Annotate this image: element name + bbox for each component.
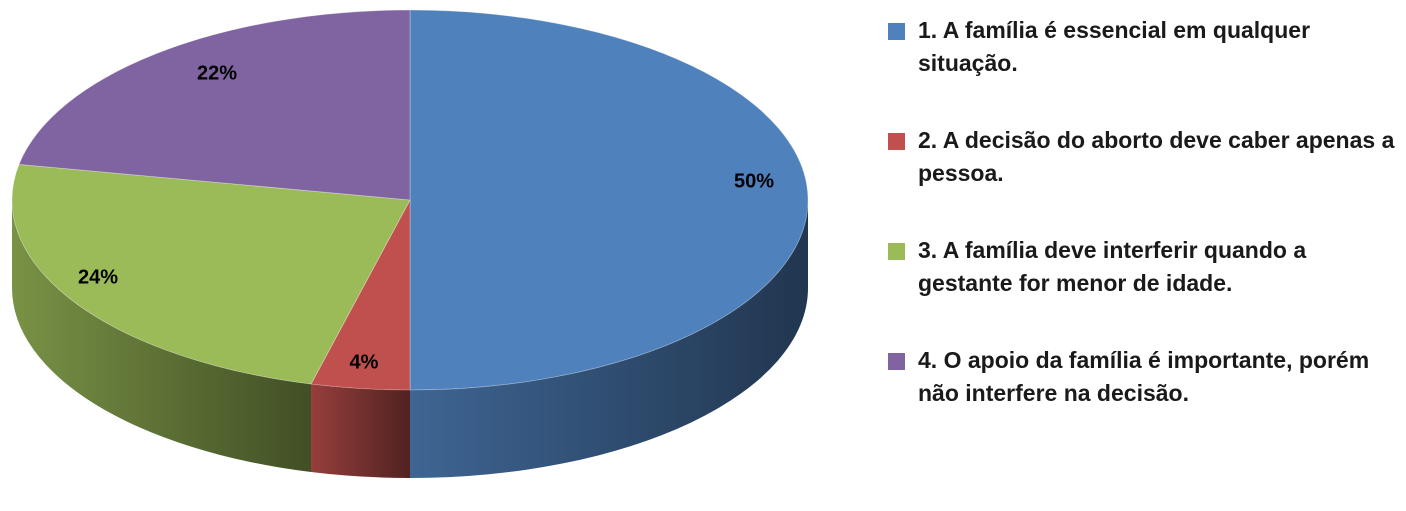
legend-label-support: 4. O apoio da família é importante, poré…: [918, 347, 1370, 406]
pie-slice-support: [18, 9, 411, 201]
pie-chart-svg: 50% 4% 24% 22%: [11, 9, 809, 478]
pie-data-labels: 50% 4% 24% 22%: [78, 62, 774, 373]
pie-side-decision: [311, 384, 410, 478]
legend-item-support: 4. O apoio da família é importante, poré…: [888, 344, 1398, 410]
data-label-essential: 50%: [734, 170, 774, 192]
legend-item-interfere: 3. A família deve interferir quando a ge…: [888, 234, 1398, 300]
legend-item-essential: 1. A família é essencial em qualquer sit…: [888, 14, 1398, 80]
legend-swatch-essential: [888, 23, 905, 40]
legend-item-decision: 2. A decisão do aborto deve caber apenas…: [888, 124, 1398, 190]
pie-chart: 50% 4% 24% 22%: [11, 9, 809, 478]
data-label-interfere: 24%: [78, 266, 118, 288]
legend-label-decision: 2. A decisão do aborto deve caber apenas…: [918, 127, 1395, 186]
pie-top-faces: [11, 9, 809, 391]
legend-swatch-support: [888, 353, 905, 370]
pie-slice-interfere: [11, 163, 411, 385]
pie-slice-decision: [310, 199, 411, 391]
pie-side-interfere: [12, 200, 312, 473]
pie-side-essential: [410, 200, 808, 478]
pie-slice-essential: [409, 9, 809, 391]
legend-swatch-decision: [888, 133, 905, 150]
pie-side-walls: [12, 200, 808, 478]
legend-label-interfere: 3. A família deve interferir quando a ge…: [918, 237, 1307, 296]
data-label-decision: 4%: [350, 351, 379, 373]
legend: 1. A família é essencial em qualquer sit…: [888, 14, 1398, 454]
legend-swatch-interfere: [888, 243, 905, 260]
legend-label-essential: 1. A família é essencial em qualquer sit…: [918, 17, 1311, 76]
data-label-support: 22%: [197, 62, 237, 84]
